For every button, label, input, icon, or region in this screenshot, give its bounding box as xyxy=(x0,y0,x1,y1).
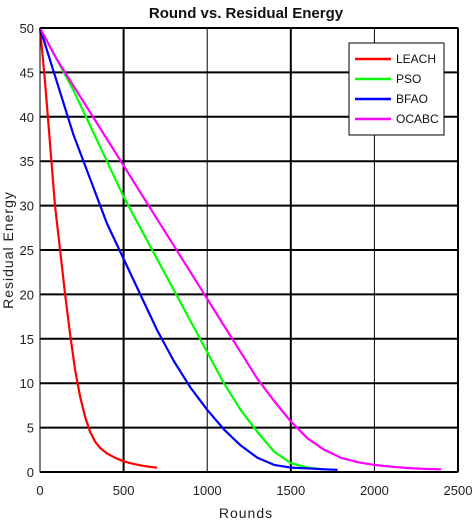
x-tick-label: 2000 xyxy=(360,483,389,498)
series-line-leach xyxy=(38,27,158,469)
y-tick-label: 45 xyxy=(20,65,34,80)
legend-label-ocabc: OCABC xyxy=(396,112,439,126)
y-tick-label: 40 xyxy=(20,110,34,125)
y-tick-label: 15 xyxy=(20,332,34,347)
series-line-bfao xyxy=(38,27,338,471)
x-tick-label: 0 xyxy=(36,483,43,498)
y-tick-labels: 0 5 10 15 20 25 30 35 40 45 50 xyxy=(20,21,34,480)
x-tick-label: 1000 xyxy=(193,483,222,498)
x-tick-label: 1500 xyxy=(276,483,305,498)
y-tick-label: 30 xyxy=(20,199,34,214)
legend-label-bfao: BFAO xyxy=(396,92,428,106)
plot-frame xyxy=(39,27,459,473)
y-tick-label: 5 xyxy=(27,421,34,436)
x-axis-label: Rounds xyxy=(219,505,273,521)
x-tick-label: 2500 xyxy=(444,483,473,498)
legend: LEACH PSO BFAO OCABC xyxy=(348,42,445,136)
y-tick-label: 10 xyxy=(20,376,34,391)
legend-label-leach: LEACH xyxy=(396,52,436,66)
x-tick-label: 500 xyxy=(113,483,135,498)
chart-title: Round vs. Residual Energy xyxy=(149,5,344,22)
y-tick-label: 0 xyxy=(27,465,34,480)
y-tick-label: 35 xyxy=(20,154,34,169)
series-line-ocabc xyxy=(39,27,442,471)
y-tick-label: 20 xyxy=(20,287,34,302)
series-line-pso xyxy=(39,27,325,471)
x-tick-labels: 0 500 1000 1500 2000 2500 xyxy=(36,483,472,498)
series-lines xyxy=(38,27,442,471)
legend-label-pso: PSO xyxy=(396,72,421,86)
y-tick-label: 50 xyxy=(20,21,34,36)
y-axis-label: Residual Energy xyxy=(0,191,16,309)
y-tick-label: 25 xyxy=(20,243,34,258)
